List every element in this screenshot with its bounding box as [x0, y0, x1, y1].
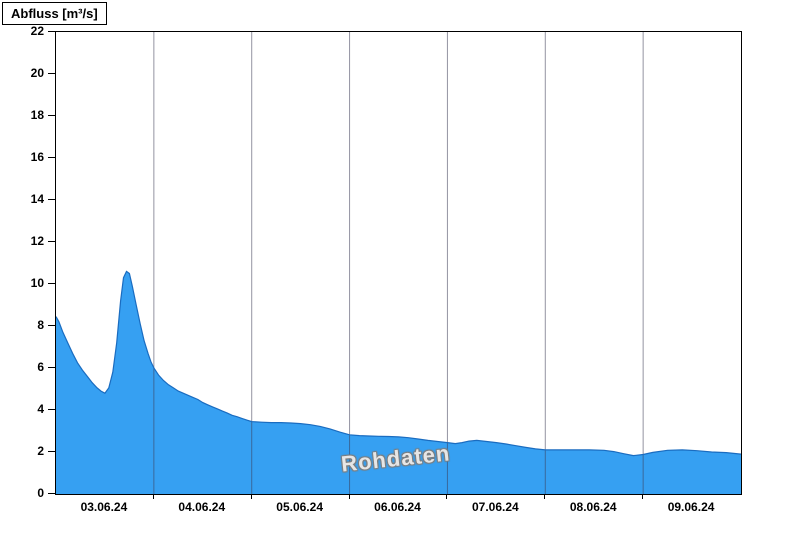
- y-axis-label: 18: [30, 108, 44, 122]
- y-axis-tick: [48, 241, 55, 242]
- y-axis-tick: [48, 283, 55, 284]
- y-axis-tick: [48, 73, 55, 74]
- y-axis-tick: [48, 451, 55, 452]
- y-axis-label: 4: [37, 402, 44, 416]
- x-axis-label: 06.06.24: [374, 500, 421, 514]
- discharge-area-fill: [56, 271, 741, 494]
- y-axis-tick: [48, 199, 55, 200]
- x-axis-tick: [642, 494, 644, 499]
- x-axis-label: 04.06.24: [178, 500, 226, 514]
- y-axis-tick: [48, 367, 55, 368]
- y-axis-label: 22: [30, 24, 44, 38]
- x-axis-tick: [152, 494, 154, 499]
- y-axis-label: 10: [30, 276, 44, 290]
- y-axis-title: Abfluss [m³/s]: [11, 6, 98, 21]
- y-axis-label: 16: [30, 150, 44, 164]
- x-axis-label: 07.06.24: [471, 500, 519, 514]
- y-axis-label: 12: [30, 234, 44, 248]
- axis-title-box: Abfluss [m³/s]: [2, 2, 107, 25]
- area-plot: [56, 32, 741, 494]
- y-axis-label: 6: [37, 360, 44, 374]
- y-axis-tick: [48, 325, 55, 326]
- y-axis-label: 0: [37, 486, 44, 500]
- y-axis-tick: [48, 409, 55, 410]
- x-axis-tick: [446, 494, 448, 499]
- y-axis-tick: [48, 115, 55, 116]
- x-axis-label: 09.06.24: [667, 500, 715, 514]
- discharge-curve: [56, 270, 741, 457]
- y-axis-tick: [48, 157, 55, 158]
- x-axis-label: 08.06.24: [569, 500, 617, 514]
- plot-frame: Rohdaten: [55, 31, 742, 495]
- x-axis-tick: [544, 494, 546, 499]
- y-axis-label: 2: [37, 444, 44, 458]
- x-axis-label: 05.06.24: [276, 500, 323, 514]
- y-axis-label: 14: [30, 192, 44, 206]
- x-axis-tick: [348, 494, 350, 499]
- x-axis-label: 03.06.24: [80, 500, 128, 514]
- y-axis-label: 20: [30, 66, 44, 80]
- y-axis-tick: [48, 31, 55, 32]
- x-axis-tick: [250, 494, 252, 499]
- y-axis-tick: [48, 493, 55, 494]
- y-axis-label: 8: [37, 318, 44, 332]
